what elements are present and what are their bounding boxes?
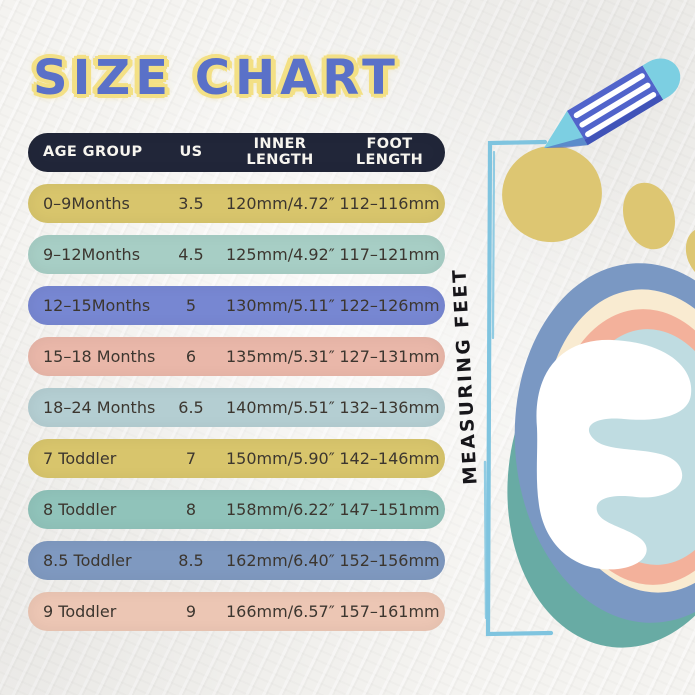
sole-salmon — [551, 309, 695, 585]
size-table: AGE GROUP US INNER LENGTH FOOT LENGTH 0–… — [28, 133, 445, 643]
inner-length-cell: 162mm/6.40″ — [226, 551, 335, 570]
foot-length-cell: 147–151mm — [339, 500, 440, 519]
sole-lightblue — [571, 329, 695, 565]
table-row: 12–15Months 5 130mm/5.11″ 122–126mm — [28, 286, 445, 325]
table-row: 9 Toddler 9 166mm/6.57″ 157–161mm — [28, 592, 445, 631]
us-size-cell: 4.5 — [178, 245, 204, 264]
us-size-cell: 7 — [185, 449, 197, 468]
pencil-icon — [543, 58, 681, 149]
foot-length-cell: 132–136mm — [339, 398, 440, 417]
col-header-foot-length: FOOT LENGTH — [355, 135, 424, 168]
age-group-cell: 12–15Months — [43, 296, 151, 315]
table-header-row: AGE GROUP US INNER LENGTH FOOT LENGTH — [28, 133, 445, 172]
third-toe — [685, 227, 695, 281]
age-group-cell: 8 Toddler — [43, 500, 117, 519]
inner-length-cell: 158mm/6.22″ — [226, 500, 335, 519]
col-header-inner-length: INNER LENGTH — [246, 135, 314, 168]
measuring-feet-label: MEASURING FEET — [449, 266, 482, 486]
inner-length-cell: 120mm/4.72″ — [226, 194, 335, 213]
sole-teal — [507, 312, 695, 648]
table-row: 9–12Months 4.5 125mm/4.92″ 117–121mm — [28, 235, 445, 274]
foot-length-cell: 127–131mm — [339, 347, 440, 366]
age-group-cell: 7 Toddler — [43, 449, 117, 468]
measuring-bracket — [483, 139, 554, 637]
second-toe — [623, 182, 675, 250]
age-group-cell: 15–18 Months — [43, 347, 156, 366]
age-group-cell: 8.5 Toddler — [43, 551, 132, 570]
foot-length-cell: 117–121mm — [339, 245, 440, 264]
us-size-cell: 6.5 — [178, 398, 204, 417]
col-header-us: US — [179, 144, 203, 161]
table-row: 0–9Months 3.5 120mm/4.72″ 112–116mm — [28, 184, 445, 223]
table-body: 0–9Months 3.5 120mm/4.72″ 112–116mm 9–12… — [28, 184, 445, 631]
us-size-cell: 8.5 — [178, 551, 204, 570]
inner-length-cell: 130mm/5.11″ — [226, 296, 335, 315]
sole-blue — [514, 263, 695, 623]
sole-cream — [543, 289, 695, 593]
big-toe — [502, 145, 602, 243]
inner-length-cell: 135mm/5.31″ — [226, 347, 335, 366]
inner-length-cell: 150mm/5.90″ — [226, 449, 335, 468]
foot-length-cell: 122–126mm — [339, 296, 440, 315]
age-group-cell: 0–9Months — [43, 194, 130, 213]
baby-footprint-illustration — [502, 145, 695, 648]
table-row: 15–18 Months 6 135mm/5.31″ 127–131mm — [28, 337, 445, 376]
us-size-cell: 8 — [185, 500, 197, 519]
col-header-age-group: AGE GROUP — [43, 144, 143, 161]
us-size-cell: 3.5 — [178, 194, 204, 213]
foot-length-cell: 152–156mm — [339, 551, 440, 570]
table-row: 8.5 Toddler 8.5 162mm/6.40″ 152–156mm — [28, 541, 445, 580]
table-row: 7 Toddler 7 150mm/5.90″ 142–146mm — [28, 439, 445, 478]
table-row: 18–24 Months 6.5 140mm/5.51″ 132–136mm — [28, 388, 445, 427]
foot-length-cell: 157–161mm — [339, 602, 440, 621]
us-size-cell: 5 — [185, 296, 197, 315]
age-group-cell: 18–24 Months — [43, 398, 156, 417]
inner-length-cell: 140mm/5.51″ — [226, 398, 335, 417]
page-title: SIZE CHART — [33, 50, 400, 106]
us-size-cell: 6 — [185, 347, 197, 366]
foot-length-cell: 142–146mm — [339, 449, 440, 468]
sole-white-swirl — [536, 339, 692, 570]
inner-length-cell: 125mm/4.92″ — [226, 245, 335, 264]
table-row: 8 Toddler 8 158mm/6.22″ 147–151mm — [28, 490, 445, 529]
foot-length-cell: 112–116mm — [339, 194, 440, 213]
age-group-cell: 9–12Months — [43, 245, 141, 264]
inner-length-cell: 166mm/6.57″ — [226, 602, 335, 621]
age-group-cell: 9 Toddler — [43, 602, 117, 621]
us-size-cell: 9 — [185, 602, 197, 621]
